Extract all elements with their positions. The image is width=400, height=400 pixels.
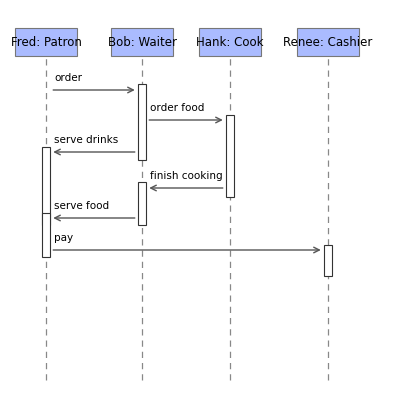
Bar <box>42 147 50 225</box>
Text: Renee: Cashier: Renee: Cashier <box>283 36 373 48</box>
Bar <box>111 28 173 56</box>
Bar <box>324 245 332 276</box>
Text: Hank: Cook: Hank: Cook <box>196 36 264 48</box>
Bar <box>138 84 146 160</box>
Bar <box>226 115 234 197</box>
Text: serve drinks: serve drinks <box>54 135 119 145</box>
Bar <box>138 182 146 225</box>
Text: finish cooking: finish cooking <box>150 171 223 181</box>
Text: serve food: serve food <box>54 201 110 211</box>
Bar <box>15 28 77 56</box>
Bar <box>199 28 261 56</box>
Bar <box>297 28 359 56</box>
Text: order: order <box>54 73 82 83</box>
Text: Fred: Patron: Fred: Patron <box>10 36 82 48</box>
Text: pay: pay <box>54 233 74 243</box>
Bar <box>42 213 50 257</box>
Text: Bob: Waiter: Bob: Waiter <box>108 36 176 48</box>
Text: order food: order food <box>150 103 205 113</box>
